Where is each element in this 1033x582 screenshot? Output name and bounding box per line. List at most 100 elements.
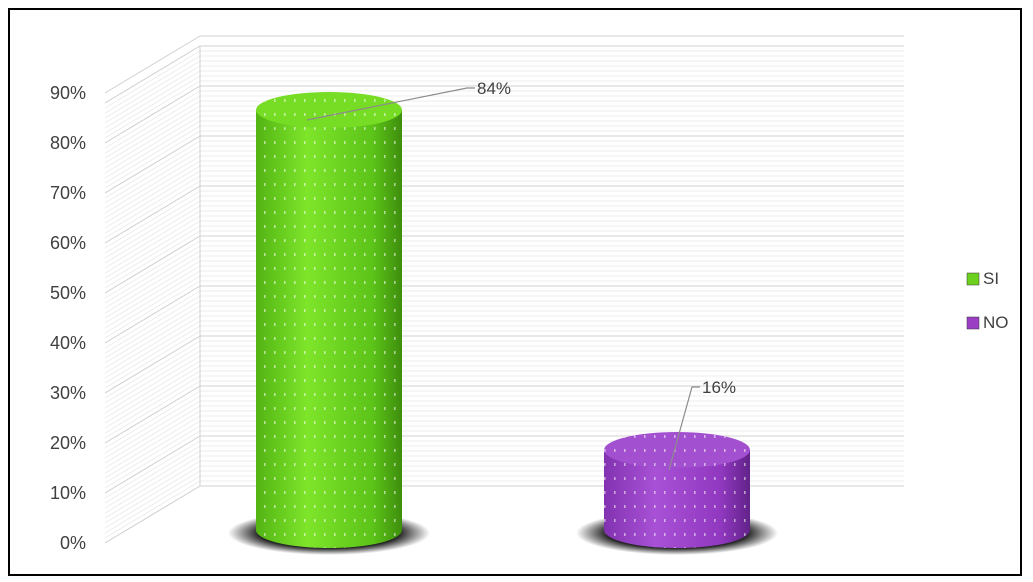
minor-gridline — [104, 205, 201, 264]
y-tick-label: 70% — [50, 183, 86, 203]
minor-gridline — [104, 390, 201, 449]
minor-gridline — [104, 195, 201, 254]
minor-gridline — [104, 65, 201, 124]
minor-gridline — [104, 295, 201, 354]
minor-gridline — [104, 480, 201, 539]
cylinder-bar-chart: 0% 10% 20% 30% 40% 50% 60% 70% 80% 90% 84% 16% SI N… — [50, 35, 1009, 555]
major-gridline — [104, 485, 201, 544]
y-axis: 0% 10% 20% 30% 40% 50% 60% 70% 80% 90% — [50, 83, 86, 553]
minor-gridline — [104, 60, 201, 119]
minor-gridline — [104, 415, 201, 474]
minor-gridline — [104, 395, 201, 454]
legend-swatch — [966, 272, 980, 286]
minor-gridline — [104, 460, 201, 519]
minor-gridline — [104, 420, 201, 479]
minor-gridline — [104, 105, 201, 164]
minor-gridline — [104, 240, 201, 299]
minor-gridline — [104, 255, 201, 314]
minor-gridline — [104, 375, 201, 434]
legend-label: SI — [983, 269, 999, 288]
minor-gridline — [104, 365, 201, 424]
chart-area: 0% 10% 20% 30% 40% 50% 60% 70% 80% 90% 84% 16% SI N… — [8, 8, 1022, 576]
minor-gridline — [104, 250, 201, 309]
minor-gridline — [104, 450, 201, 509]
minor-gridline — [104, 410, 201, 469]
minor-gridline — [104, 280, 201, 339]
minor-gridline — [104, 270, 201, 329]
bar-top-texture — [256, 92, 402, 128]
bar-top-texture — [604, 432, 750, 468]
minor-gridline — [104, 130, 201, 189]
minor-gridline — [104, 160, 201, 219]
major-gridline — [104, 185, 201, 244]
y-tick-label: 80% — [50, 133, 86, 153]
major-gridline — [104, 135, 201, 194]
minor-gridline — [104, 215, 201, 274]
minor-gridline — [104, 245, 201, 304]
major-gridline — [104, 35, 201, 94]
legend-label: NO — [983, 313, 1009, 332]
bar-texture — [604, 450, 750, 548]
leader-line — [668, 386, 700, 471]
y-tick-label: 40% — [50, 333, 86, 353]
major-gridline — [104, 335, 201, 394]
minor-gridline — [104, 200, 201, 259]
y-tick-label: 30% — [50, 383, 86, 403]
minor-gridline — [104, 315, 201, 374]
minor-gridline — [104, 120, 201, 179]
minor-gridline — [104, 100, 201, 159]
minor-gridline — [104, 470, 201, 529]
minor-gridline — [104, 455, 201, 514]
minor-gridline — [104, 360, 201, 419]
minor-gridline — [104, 110, 201, 169]
major-gridline — [104, 85, 201, 144]
minor-gridline — [104, 355, 201, 414]
bar-texture — [256, 110, 402, 548]
major-gridline — [104, 235, 201, 294]
minor-gridline — [104, 55, 201, 114]
minor-gridline — [104, 125, 201, 184]
minor-gridline — [104, 380, 201, 439]
minor-gridline — [104, 190, 201, 249]
minor-gridline — [104, 180, 201, 239]
minor-gridline — [104, 140, 201, 199]
minor-gridline — [104, 155, 201, 214]
minor-gridline — [104, 50, 201, 109]
minor-gridline — [104, 260, 201, 319]
minor-gridline — [104, 275, 201, 334]
minor-gridline — [104, 290, 201, 349]
minor-gridline — [104, 90, 201, 149]
minor-gridline — [104, 300, 201, 359]
minor-gridline — [104, 465, 201, 524]
legend: SI NO — [966, 269, 1009, 332]
minor-gridline — [104, 210, 201, 269]
minor-gridline — [104, 400, 201, 459]
minor-gridline — [104, 340, 201, 399]
y-tick-label: 0% — [60, 533, 86, 553]
minor-gridline — [104, 150, 201, 209]
y-tick-label: 60% — [50, 233, 86, 253]
bar-si — [228, 92, 430, 555]
y-tick-label: 20% — [50, 433, 86, 453]
minor-gridline — [104, 440, 201, 499]
data-label: 16% — [702, 378, 736, 397]
minor-gridline — [104, 405, 201, 464]
minor-gridline — [104, 475, 201, 534]
minor-gridline — [104, 350, 201, 409]
minor-gridline — [104, 330, 201, 389]
minor-gridline — [104, 370, 201, 429]
minor-gridline — [104, 145, 201, 204]
minor-gridline — [104, 325, 201, 384]
minor-gridline — [104, 425, 201, 484]
major-gridline — [104, 385, 201, 444]
bar-no — [576, 432, 778, 555]
major-gridline — [104, 45, 201, 104]
minor-gridline — [104, 430, 201, 489]
minor-gridline — [104, 310, 201, 369]
minor-gridline — [104, 345, 201, 404]
minor-gridline — [104, 230, 201, 289]
minor-gridline — [104, 165, 201, 224]
minor-gridline — [104, 225, 201, 284]
minor-gridline — [104, 220, 201, 279]
legend-swatch — [966, 316, 980, 330]
